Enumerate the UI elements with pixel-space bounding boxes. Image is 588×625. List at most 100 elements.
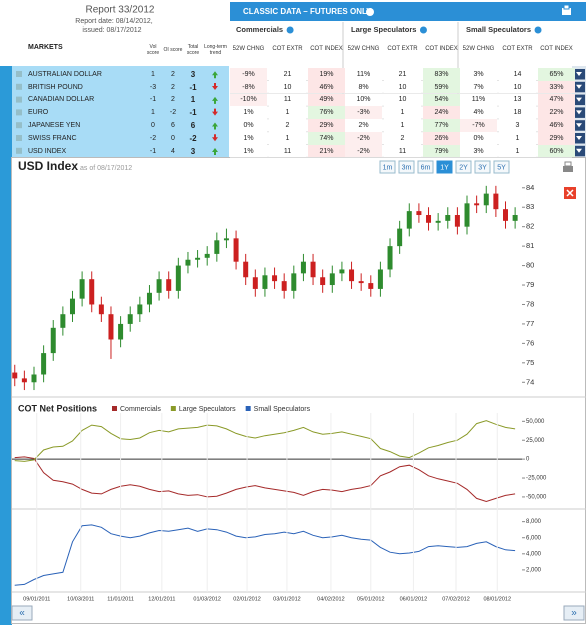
row-menu-arrow [576, 148, 582, 153]
range-button[interactable] [493, 160, 510, 174]
table-cell: 1 [269, 132, 306, 145]
candle-body [358, 281, 364, 284]
trend-arrow [212, 108, 218, 116]
candle-body [175, 265, 181, 291]
range-label[interactable]: 3m [402, 164, 412, 171]
chart-panel [11, 157, 586, 624]
range-button[interactable] [436, 160, 453, 174]
range-label[interactable]: 3Y [478, 164, 487, 171]
y-tick-label: 6,000 [526, 535, 542, 541]
prev-label[interactable]: « [19, 608, 25, 619]
x-tick-label: 03/01/2012 [273, 596, 301, 602]
candle-body [329, 273, 335, 286]
x-tick-label: 02/01/2012 [233, 596, 261, 602]
candle-body [243, 261, 249, 278]
table-cell: 24% [423, 106, 460, 119]
table-cell: 74% [308, 132, 345, 145]
range-button[interactable] [474, 160, 491, 174]
table-cell: 19% [308, 68, 345, 81]
column-header: OI score [163, 47, 183, 53]
legend-swatch [245, 406, 251, 411]
candle-body [416, 211, 422, 216]
table-cell: 4% [460, 106, 497, 119]
table-cell: 11% [460, 93, 497, 107]
help-icon[interactable] [534, 26, 542, 34]
candle-body [118, 323, 124, 340]
candle-body [89, 279, 95, 305]
column-header: MARKETS [28, 43, 63, 51]
printer-icon[interactable] [562, 4, 571, 15]
candle-body [349, 269, 355, 282]
oi-score: 2 [171, 83, 175, 91]
range-button[interactable] [417, 160, 434, 174]
help-icon[interactable] [366, 8, 374, 16]
row-icon [16, 109, 22, 116]
table-cell: 14 [499, 68, 536, 81]
vol-score: 0 [151, 121, 155, 129]
column-header: COT EXTR [272, 45, 303, 52]
y-tick-label: 50,000 [526, 419, 545, 425]
table-title: CLASSIC DATA – FUTURES ONLY [243, 7, 372, 16]
candle-body [281, 281, 287, 291]
range-label[interactable]: 2Y [459, 164, 468, 171]
table-cell: 49% [308, 93, 345, 107]
range-label[interactable]: 6m [421, 164, 431, 171]
candle-body [41, 353, 47, 375]
candle-body [503, 209, 509, 221]
x-tick-label: 10/03/2011 [67, 596, 94, 602]
y-tick-label: 83 [526, 202, 534, 211]
candle-body [464, 203, 470, 227]
oi-score: -2 [169, 109, 177, 117]
table-cell: 2 [384, 132, 421, 145]
side-bar [0, 66, 12, 625]
x-tick-label: 08/01/2012 [483, 596, 511, 602]
candle-body [204, 253, 210, 258]
range-label[interactable]: 1Y [440, 164, 449, 171]
next-label[interactable]: » [571, 608, 577, 619]
help-icon[interactable] [286, 26, 294, 34]
candle-body [50, 327, 56, 354]
range-label[interactable]: 5Y [497, 164, 506, 171]
candle-body [233, 238, 239, 262]
next-button[interactable] [563, 605, 585, 621]
table-cell: 10 [384, 93, 421, 107]
candle-body [397, 228, 403, 247]
oi-score: 2 [171, 96, 175, 104]
table-cell: 76% [308, 106, 345, 119]
table-cell: 83% [423, 68, 460, 81]
candle-body [31, 374, 37, 383]
market-name: SWISS FRANC [28, 134, 77, 142]
y-tick-label: 8,000 [526, 519, 542, 525]
cot-title: COT Net Positions [18, 403, 97, 413]
candle-body [291, 273, 297, 291]
prev-button[interactable] [11, 605, 33, 621]
table-cell: -10% [230, 93, 267, 107]
x-tick-label: 04/02/2012 [317, 596, 345, 602]
candle-body [426, 215, 432, 223]
table-cell: 10 [499, 80, 536, 94]
table-cell: 26% [423, 132, 460, 145]
close-button[interactable] [564, 187, 576, 199]
candle-body [195, 257, 201, 260]
trend-arrow [212, 122, 218, 130]
total-score: 3 [190, 146, 196, 156]
help-icon[interactable] [419, 26, 427, 34]
candle-body [445, 215, 451, 221]
range-button[interactable] [398, 160, 415, 174]
x-tick-label: 12/01/2011 [148, 596, 175, 602]
y-tick-label: 84 [526, 183, 534, 192]
range-label[interactable]: 1m [383, 164, 393, 171]
range-button[interactable] [379, 160, 396, 174]
candle-body [512, 215, 518, 221]
printer-icon[interactable] [563, 161, 573, 172]
total-score: 1 [190, 95, 196, 105]
y-tick-label: 80 [526, 261, 534, 270]
y-tick-label: 81 [526, 241, 534, 250]
range-button[interactable] [455, 160, 472, 174]
trend-arrow [212, 148, 218, 156]
table-cell: 77% [423, 119, 460, 132]
table-cell: 3% [460, 68, 497, 81]
table-cell: 11% [345, 68, 382, 81]
candle-body [339, 269, 345, 274]
